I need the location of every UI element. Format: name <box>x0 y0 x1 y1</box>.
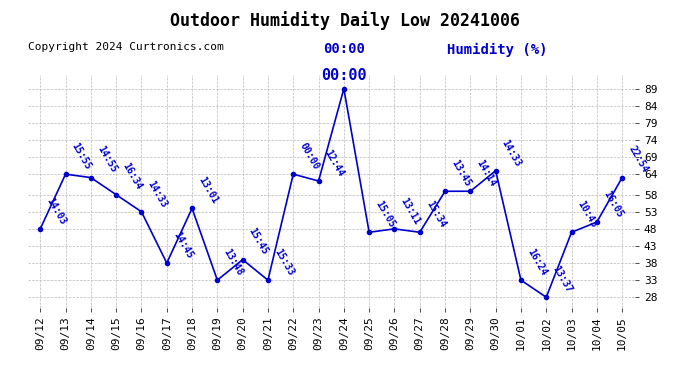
Text: 13:01: 13:01 <box>196 175 219 206</box>
Text: 14:55: 14:55 <box>95 144 119 175</box>
Text: 22:54: 22:54 <box>627 144 650 175</box>
Text: 13:45: 13:45 <box>449 158 473 189</box>
Text: 13:48: 13:48 <box>221 247 245 278</box>
Text: 15:05: 15:05 <box>373 199 397 230</box>
Text: 00:00: 00:00 <box>297 141 321 171</box>
Text: Humidity (%): Humidity (%) <box>446 42 547 57</box>
Text: 16:24: 16:24 <box>525 247 549 278</box>
Text: 14:45: 14:45 <box>171 230 195 260</box>
Text: 15:55: 15:55 <box>70 141 93 171</box>
Text: 15:33: 15:33 <box>272 247 295 278</box>
Text: 13:37: 13:37 <box>551 264 574 294</box>
Text: Copyright 2024 Curtronics.com: Copyright 2024 Curtronics.com <box>28 42 224 52</box>
Text: 15:45: 15:45 <box>247 226 270 257</box>
Text: 16:05: 16:05 <box>601 189 624 219</box>
Text: 14:33: 14:33 <box>500 138 523 168</box>
Text: 12:44: 12:44 <box>323 148 346 178</box>
Text: 14:03: 14:03 <box>44 196 68 226</box>
Text: 15:34: 15:34 <box>424 199 447 230</box>
Text: 14:14: 14:14 <box>475 158 498 189</box>
Text: 00:00: 00:00 <box>321 68 366 83</box>
Text: 16:34: 16:34 <box>120 162 144 192</box>
Text: 00:00: 00:00 <box>323 42 365 57</box>
Text: 10:43: 10:43 <box>575 199 599 230</box>
Text: 14:33: 14:33 <box>146 178 169 209</box>
Text: Outdoor Humidity Daily Low 20241006: Outdoor Humidity Daily Low 20241006 <box>170 11 520 30</box>
Text: 13:11: 13:11 <box>399 196 422 226</box>
